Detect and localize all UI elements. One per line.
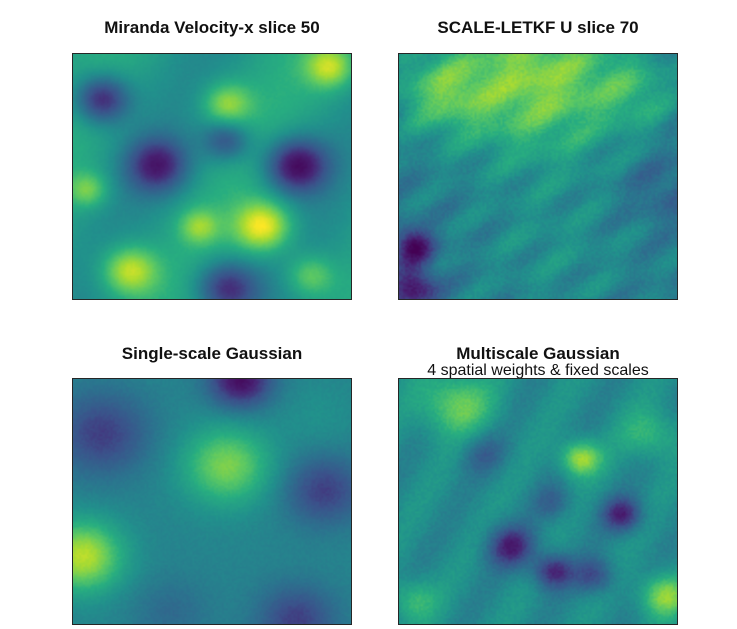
panel-title: Miranda Velocity-x slice 50: [104, 18, 320, 37]
field-image-miranda: [72, 53, 352, 300]
field-image-scale-letkf: [398, 53, 678, 300]
panel-title: Single-scale Gaussian: [121, 344, 303, 363]
field-image-multiscale: [398, 378, 678, 625]
panel-title: SCALE-LETKF U slice 70: [437, 18, 639, 37]
panel-multiscale: Multiscale Gaussian 4 spatial weights & …: [398, 330, 678, 629]
panel-subtitle: 4 spatial weights & fixed scales: [427, 362, 649, 379]
panel-scale-letkf: SCALE-LETKF U slice 70: [398, 0, 678, 310]
field-image-single-scale: [72, 378, 352, 625]
panel-miranda: Miranda Velocity-x slice 50: [72, 0, 352, 310]
panel-title: Multiscale Gaussian: [456, 344, 620, 363]
panel-single-scale: Single-scale Gaussian: [72, 330, 352, 629]
